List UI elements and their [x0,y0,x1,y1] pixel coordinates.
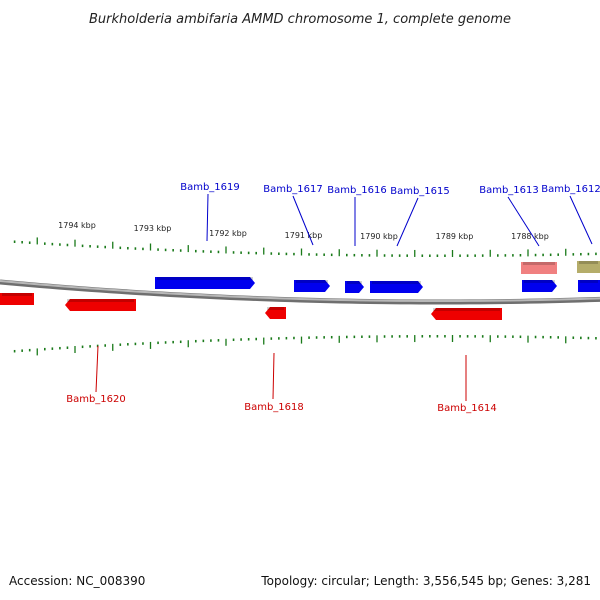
label-leader-line [206,193,209,242]
gene-labels: Bamb_1619 Bamb_1617 Bamb_1616 Bamb_1615 Bamb… [66,182,600,414]
gene-bamb-1615-body [370,281,423,293]
gene-bamb-1617-body [294,280,330,292]
gene-features [0,261,600,320]
label-leader-line [292,195,314,246]
gene-label[interactable]: Bamb_1614 [437,403,497,414]
gene-bamb-1618-body [265,307,286,319]
other-feature-shade [579,261,598,264]
gene-bamb-1612-shade [580,280,598,283]
gene-label[interactable]: Bamb_1616 [327,185,387,196]
label-leader-line [95,345,99,393]
gene-bamb-1614-shade [433,308,500,311]
gene-bamb-1616-body [345,281,364,293]
partial-reverse-gene[interactable] [0,293,34,305]
gene-bamb-1620-body [65,299,136,311]
gene-bamb-1619-body [155,277,255,289]
gene-bamb-1617[interactable] [294,280,330,292]
rna-feature-shade [523,262,555,265]
scale-label: 1792 kbp [209,229,247,238]
gene-bamb-1618-shade [267,307,284,310]
rna-feature[interactable] [521,262,557,274]
gene-bamb-1619[interactable] [155,277,255,289]
scale-label: 1788 kbp [511,232,549,241]
scale-label: 1790 kbp [360,232,398,241]
gene-bamb-1619-shade [157,277,253,280]
scale-ticks-top [13,237,597,257]
scale-label: 1791 kbp [285,231,323,240]
gene-bamb-1613[interactable] [522,280,557,292]
gene-bamb-1612-body [578,280,600,292]
gene-bamb-1616-shade [347,281,362,284]
gene-label[interactable]: Bamb_1618 [244,402,304,413]
gene-bamb-1613-body [522,280,557,292]
gene-label[interactable]: Bamb_1612 [541,184,600,195]
other-feature[interactable] [577,261,600,273]
gene-label[interactable]: Bamb_1613 [479,185,539,196]
gene-bamb-1618[interactable] [265,307,286,319]
label-leader-line [569,195,593,245]
gene-label[interactable]: Bamb_1617 [263,184,323,195]
scale-ticks-bottom [13,335,597,356]
partial-reverse-gene-body [0,293,34,305]
partial-reverse-gene-shade [2,293,32,296]
gene-bamb-1614[interactable] [431,308,502,320]
gene-bamb-1620[interactable] [65,299,136,311]
gene-bamb-1613-shade [524,280,555,283]
gene-bamb-1620-shade [67,299,134,302]
label-leader-line [272,352,275,400]
accession-text: Accession: NC_008390 [9,574,146,588]
gene-bamb-1617-shade [296,280,328,283]
map-title: Burkholderia ambifaria AMMD chromosome 1… [89,12,511,27]
gene-label[interactable]: Bamb_1619 [180,182,240,193]
scale-label: 1794 kbp [58,221,96,230]
gene-bamb-1612[interactable] [578,280,600,292]
gene-bamb-1615[interactable] [370,281,423,293]
label-leader-line [396,197,419,247]
chromosome-backbone [0,279,600,305]
scale-label: 1793 kbp [134,224,172,233]
rna-feature-body [521,262,557,274]
backbone-highlight [0,280,600,303]
gene-bamb-1616[interactable] [345,281,364,293]
gene-label[interactable]: Bamb_1615 [390,186,450,197]
gene-bamb-1614-body [431,308,502,320]
scale-label: 1789 kbp [436,232,474,241]
topology-text: Topology: circular; Length: 3,556,545 bp… [261,574,591,588]
gene-bamb-1615-shade [372,281,421,284]
scale-labels: 1794 kbp 1793 kbp 1792 kbp 1791 kbp 1790 kbp… [58,221,549,241]
label-leader-line [507,196,540,247]
other-feature-body [577,261,600,273]
gene-label[interactable]: Bamb_1620 [66,394,126,405]
